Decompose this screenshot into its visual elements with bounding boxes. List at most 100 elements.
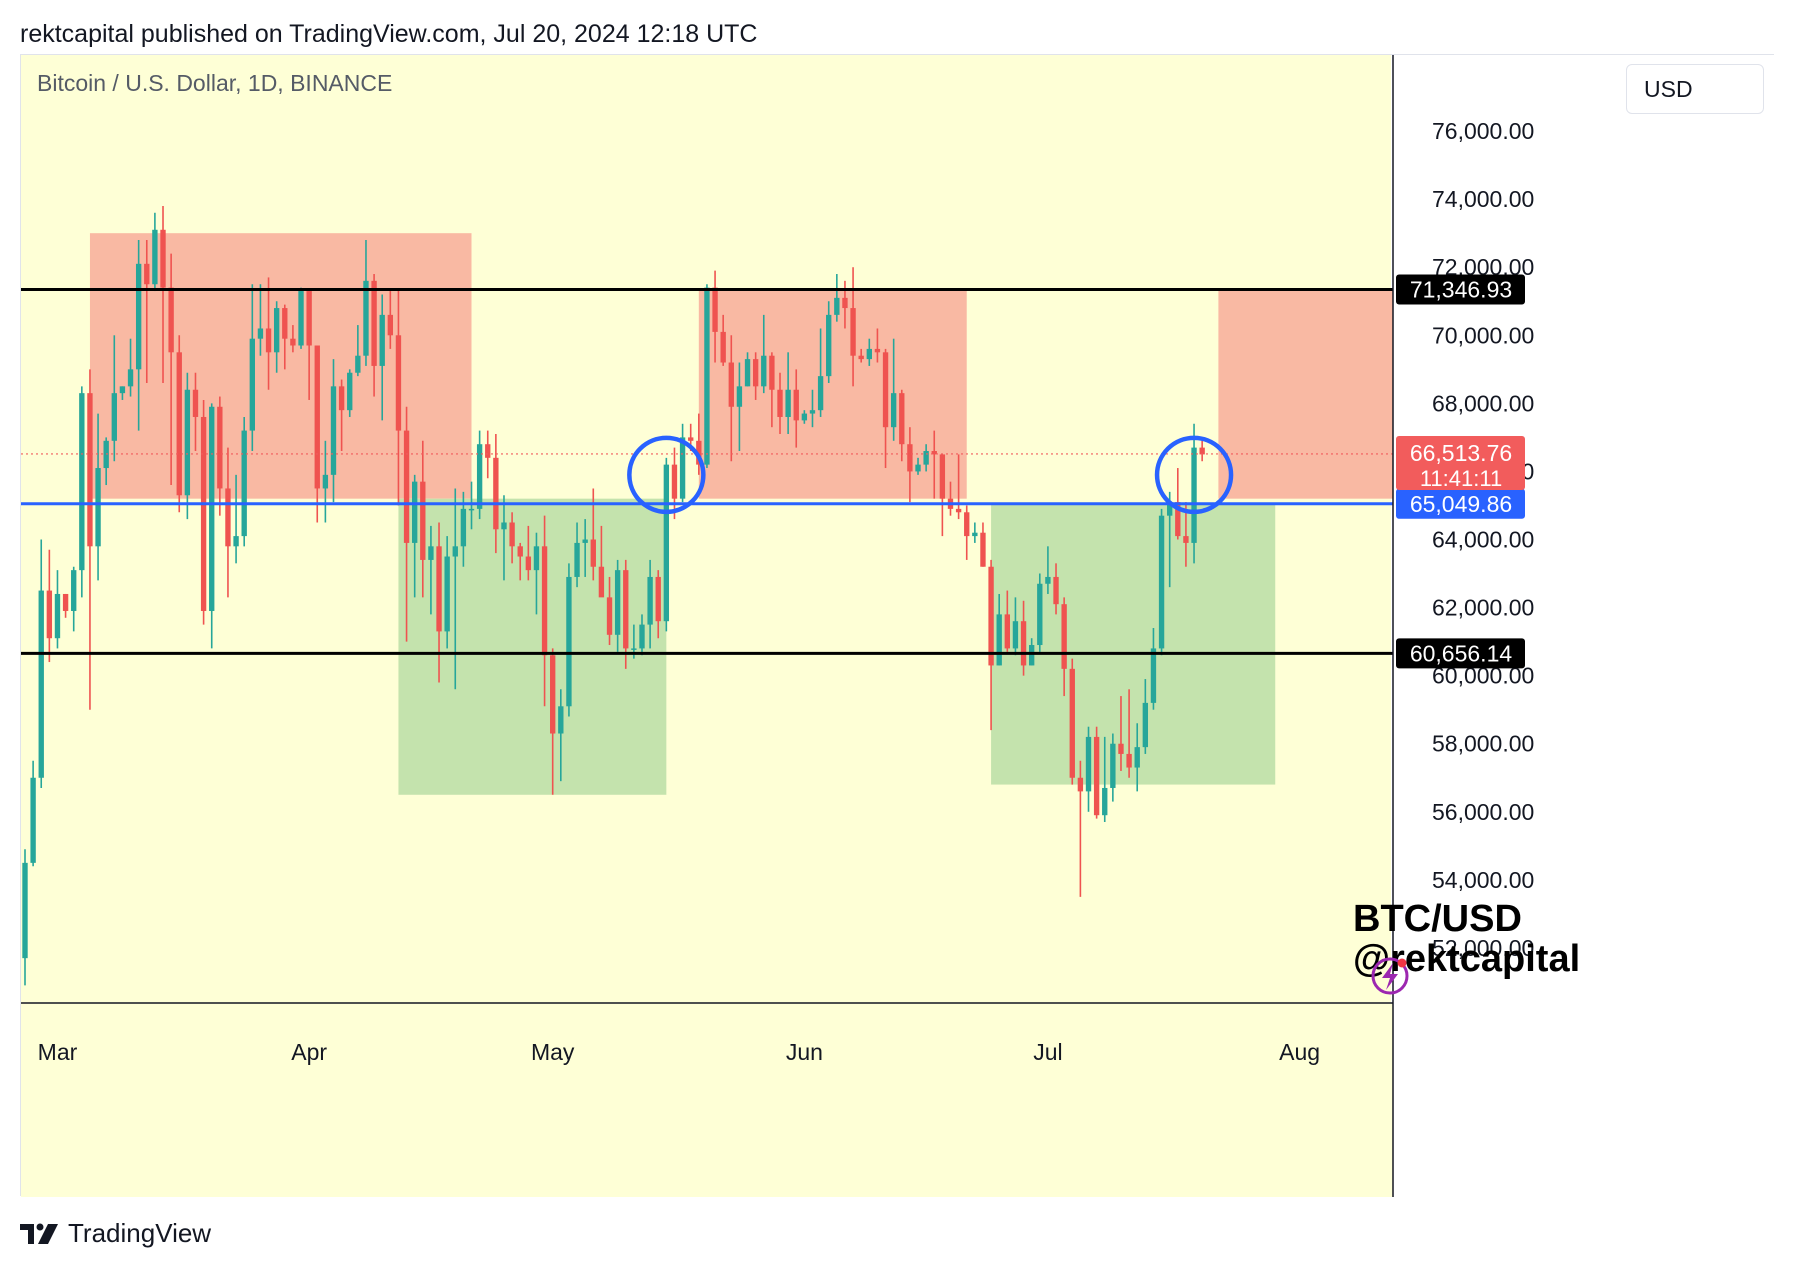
candle-2024-05-08 xyxy=(606,576,613,646)
candle-body xyxy=(241,430,247,537)
candles-layer xyxy=(22,205,1205,986)
candle-2024-05-02 xyxy=(558,689,564,782)
candle-2024-06-18 xyxy=(939,454,946,537)
candle-2024-07-13 xyxy=(1142,679,1149,754)
candle-body xyxy=(87,393,93,547)
candle-body xyxy=(265,328,272,353)
candle-2024-03-13 xyxy=(152,212,158,292)
candle-2024-04-10 xyxy=(379,294,385,421)
candle-body xyxy=(679,437,686,499)
candle-body xyxy=(606,597,613,635)
horizontal-lines-layer xyxy=(21,287,1393,655)
watermark: BTC/USD @rektcapital xyxy=(1353,898,1580,995)
price-labels-layer: 71,346.93 65,049.86 60,656.14 66,513.7611:4… xyxy=(1396,274,1525,669)
candle-body xyxy=(809,410,816,414)
candle-body xyxy=(923,451,929,465)
candle-body xyxy=(955,508,962,513)
candle-body xyxy=(233,536,239,547)
candle-body xyxy=(225,488,231,547)
candle-body xyxy=(1110,743,1116,788)
candle-2024-03-29 xyxy=(282,304,288,370)
candle-body xyxy=(127,369,134,387)
candle-2024-05-29 xyxy=(777,372,783,434)
candle-body xyxy=(257,328,264,339)
currency-selector[interactable]: USD xyxy=(1626,64,1764,114)
candle-2024-07-02 xyxy=(1053,563,1059,615)
candle-2024-03-26 xyxy=(257,284,264,356)
candle-body xyxy=(541,546,548,656)
candle-2024-06-21 xyxy=(964,505,970,560)
candle-body xyxy=(623,570,629,649)
candle-body xyxy=(712,287,718,332)
candle-body xyxy=(907,444,913,472)
candle-2024-05-17 xyxy=(679,423,686,503)
candle-2024-07-06 xyxy=(1085,726,1092,812)
candle-body xyxy=(476,444,483,509)
candle-body xyxy=(200,416,207,611)
candle-body xyxy=(655,576,661,622)
candle-2024-06-09 xyxy=(866,338,872,366)
candle-2024-07-20 xyxy=(1199,440,1205,462)
candle-body xyxy=(964,512,970,537)
candle-body xyxy=(704,287,710,465)
candle-2024-04-03 xyxy=(322,440,329,523)
candle-2024-05-28 xyxy=(769,352,775,428)
candle-body xyxy=(728,362,734,407)
candle-2024-07-16 xyxy=(1167,491,1173,588)
lightning-dot xyxy=(1397,958,1407,968)
candle-body xyxy=(801,413,808,421)
candle-2024-04-08 xyxy=(363,239,369,366)
candle-body xyxy=(314,345,320,489)
candle-body xyxy=(1150,648,1157,703)
candle-body xyxy=(890,393,897,428)
candle-body xyxy=(761,355,767,387)
countdown-label: 11:41:11 xyxy=(1420,466,1502,491)
candle-2024-03-09 xyxy=(119,386,126,400)
candle-body xyxy=(71,570,77,611)
candle-body xyxy=(1126,753,1132,768)
candle-2024-05-19 xyxy=(696,413,702,475)
candle-body xyxy=(119,386,126,394)
candle-body xyxy=(899,393,905,445)
candle-body xyxy=(460,508,467,547)
time-tick-label: Jun xyxy=(786,1039,823,1065)
candle-body xyxy=(347,372,353,411)
candle-body xyxy=(273,308,280,353)
candle-2024-04-25 xyxy=(501,495,507,581)
price-tick-label: 70,000.00 xyxy=(1432,322,1534,348)
candle-body xyxy=(598,566,605,598)
chart-frame[interactable]: 52,000.00 54,000.00 56,000.00 58,000.00 60,0… xyxy=(20,54,1775,1197)
candle-2024-07-11 xyxy=(1126,689,1132,778)
candle-body xyxy=(590,539,596,567)
candle-2024-06-03 xyxy=(817,328,824,417)
candle-body xyxy=(249,338,255,431)
candle-body xyxy=(517,546,523,557)
candle-body xyxy=(152,229,158,285)
candle-2024-03-21 xyxy=(217,396,223,516)
candle-body xyxy=(1183,536,1189,543)
candle-body xyxy=(777,389,783,417)
candle-2024-05-22 xyxy=(720,314,726,366)
candle-2024-05-10 xyxy=(623,559,629,669)
price-tick-label: 58,000.00 xyxy=(1432,731,1534,757)
candle-body xyxy=(639,624,645,649)
candle-body xyxy=(1167,502,1173,516)
candle-2024-03-18 xyxy=(192,372,199,452)
candle-2024-05-05 xyxy=(582,519,588,577)
candle-body xyxy=(817,376,824,411)
candle-body xyxy=(1028,645,1035,666)
current-price-label: 66,513.76 xyxy=(1410,440,1512,466)
candle-body xyxy=(1093,736,1100,816)
candle-body xyxy=(30,777,36,863)
candle-body xyxy=(671,464,678,499)
candle-2024-06-24 xyxy=(988,559,994,731)
candle-2024-05-07 xyxy=(598,525,605,598)
candle-2024-06-22 xyxy=(972,522,978,543)
candle-2024-05-25 xyxy=(744,352,751,387)
price-tick-label: 56,000.00 xyxy=(1432,799,1534,825)
candle-body xyxy=(192,389,199,417)
candle-2024-04-28 xyxy=(525,525,532,581)
candle-body xyxy=(882,352,889,428)
candle-2024-04-19 xyxy=(452,488,458,690)
candlestick-chart[interactable]: 52,000.0054,000.0056,000.0058,000.0060,0… xyxy=(21,55,1775,1197)
